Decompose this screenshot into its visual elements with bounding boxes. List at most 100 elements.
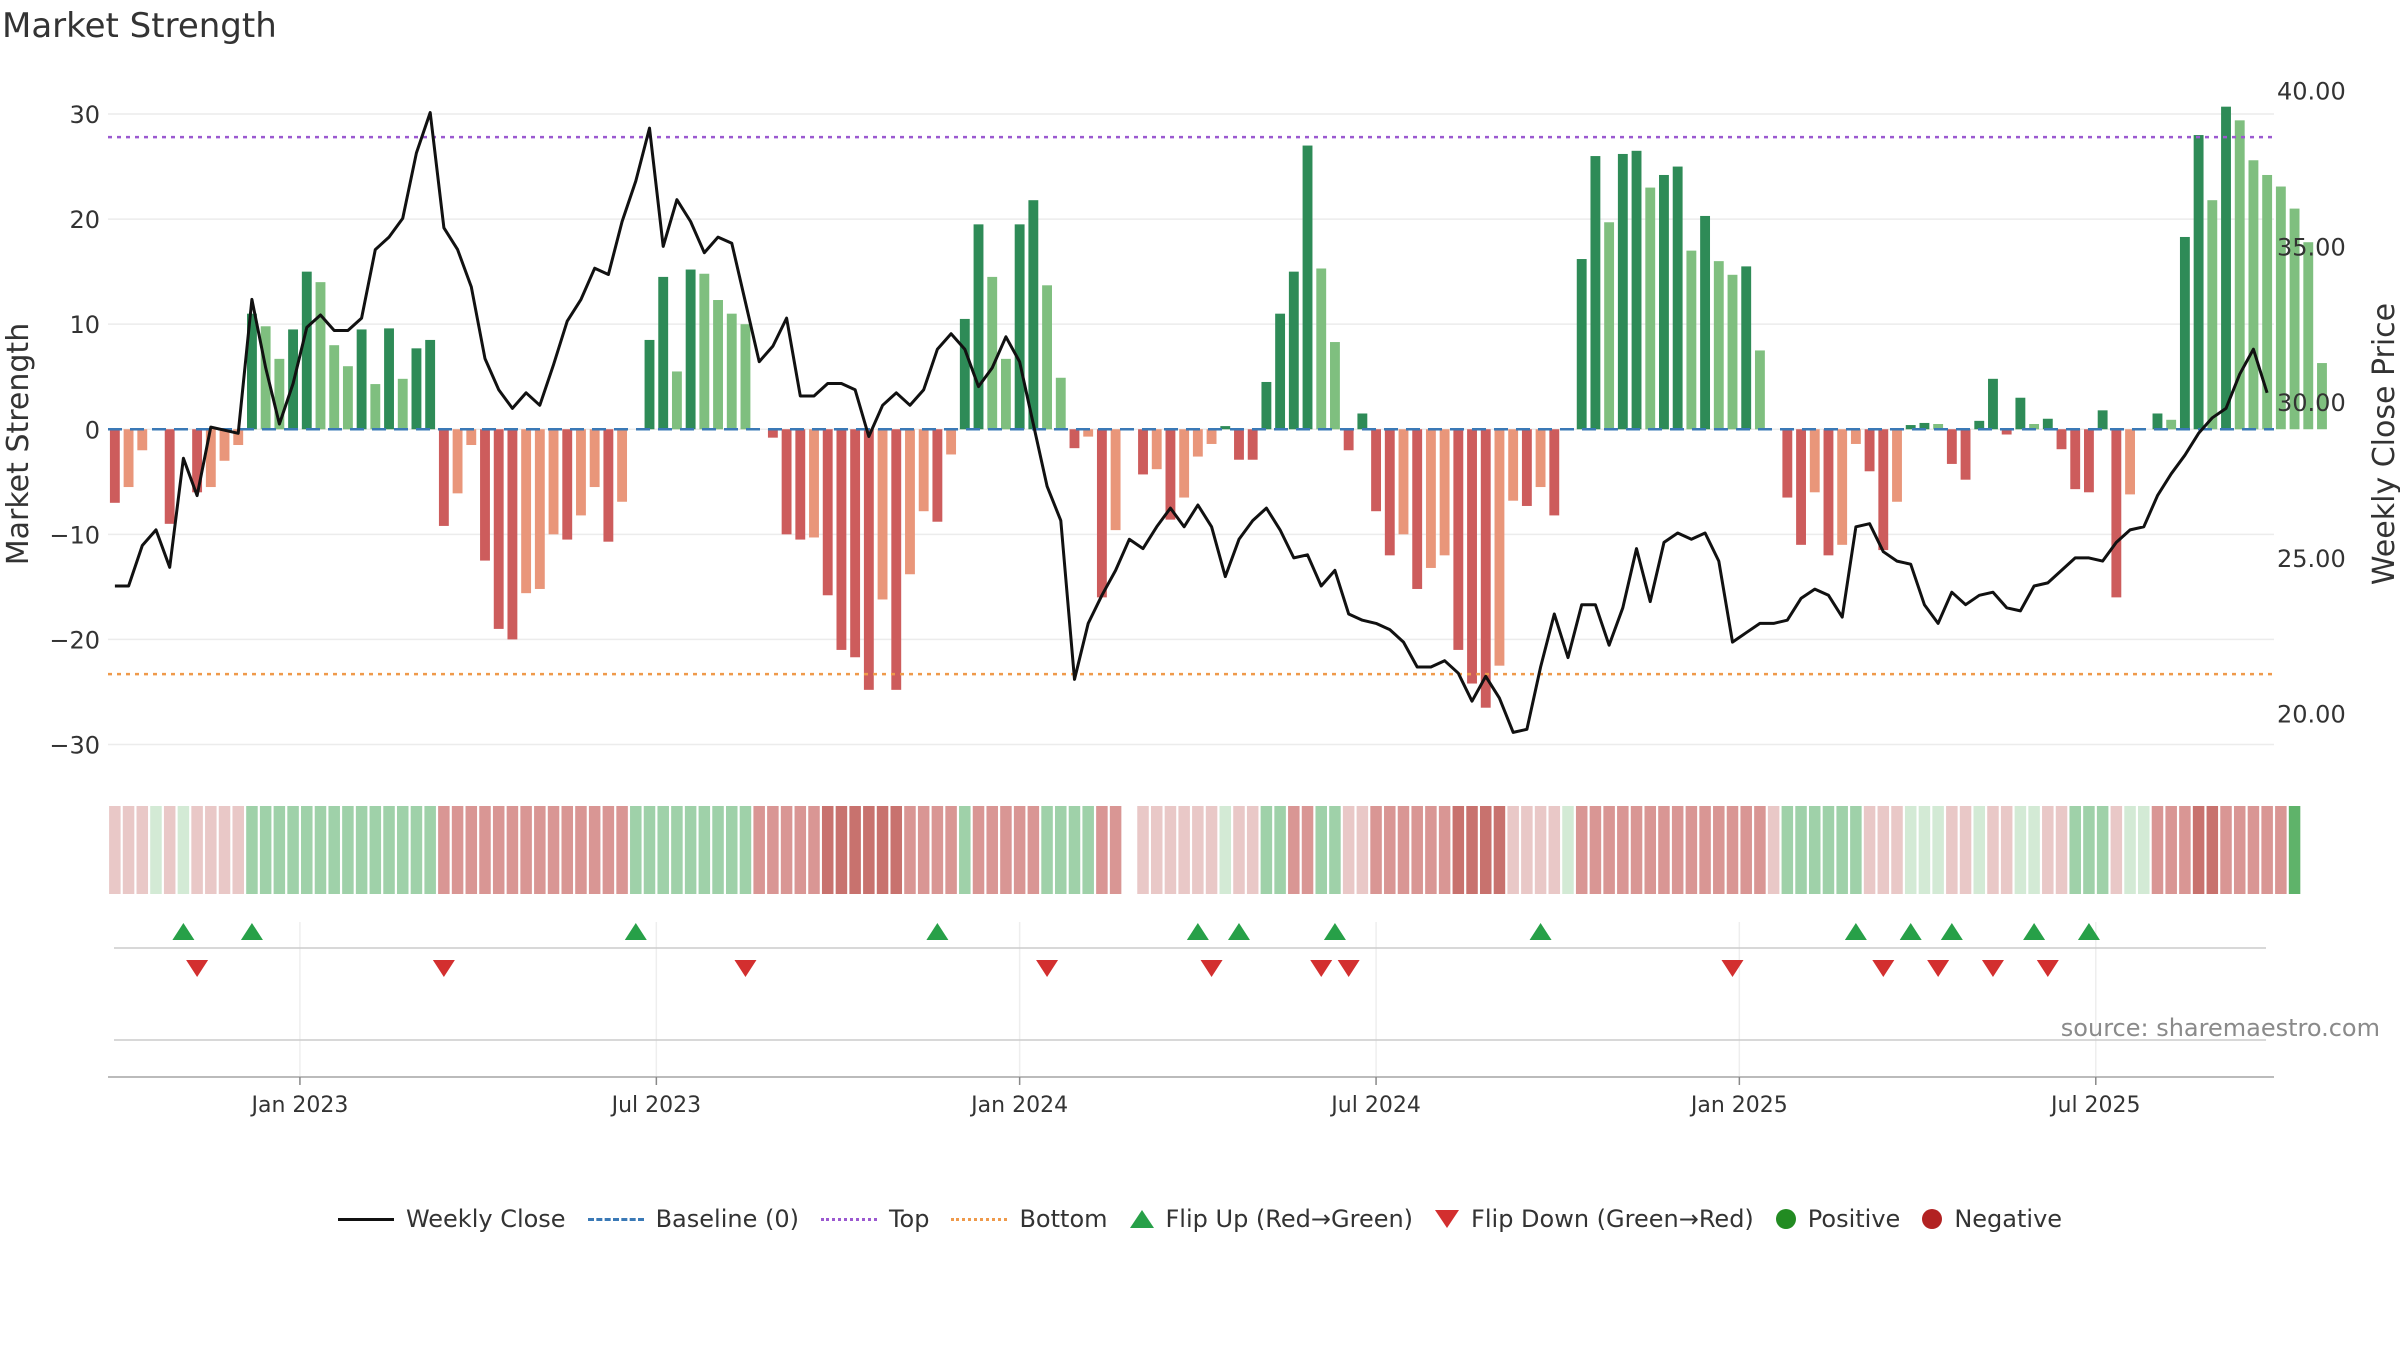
strength-bar [877, 429, 888, 600]
heat-cell [725, 806, 738, 894]
strength-bar [233, 429, 244, 446]
heat-cell [2124, 806, 2136, 894]
strength-bars [109, 106, 2327, 708]
heat-cell [1274, 806, 1286, 894]
source-label: source: sharemaestro.com [2060, 1014, 2380, 1042]
legend-bottom-label: Bottom [1019, 1205, 1108, 1233]
heat-cell [2028, 806, 2040, 894]
heat-cell [1109, 806, 1122, 894]
strength-bar [274, 358, 285, 430]
heat-cell [163, 806, 176, 894]
heat-cell [1178, 806, 1190, 894]
flip-up-marker [1529, 923, 1552, 940]
y2-tick-label: 20.00 [2277, 701, 2346, 729]
flip-up-marker [1844, 923, 1867, 940]
strength-bar [589, 429, 600, 488]
strength-bar [1617, 153, 1628, 430]
strength-bar [822, 429, 833, 596]
strength-bar [2179, 236, 2190, 430]
flip-up-marker [926, 923, 949, 940]
heat-cell [1493, 806, 1506, 894]
heat-cell [945, 806, 957, 894]
heat-cell [2083, 806, 2095, 894]
legend-positive: Positive [1775, 1205, 1900, 1233]
legend-flip-down: Flip Down (Green→Red) [1435, 1205, 1754, 1233]
heat-cell [301, 806, 313, 894]
legend-top: Top [820, 1205, 929, 1233]
heat-cell [1384, 806, 1396, 894]
strength-bar [205, 429, 216, 488]
strength-bar [466, 429, 477, 446]
heat-cell [1932, 806, 1944, 894]
strength-bar [1905, 425, 1916, 430]
flip-down-marker [1927, 960, 1950, 977]
heat-cell [1946, 806, 1958, 894]
legend-flip-up: Flip Up (Red→Green) [1129, 1205, 1413, 1233]
heat-cell [2288, 806, 2301, 894]
strength-bar [1096, 429, 1107, 598]
chart-title: Market Strength [2, 6, 277, 46]
heat-cell [2261, 806, 2273, 894]
heat-cell [259, 806, 272, 894]
strength-bar [1480, 429, 1491, 708]
strength-bar [1700, 215, 1711, 430]
strength-bar [863, 429, 874, 690]
heat-cell [671, 806, 683, 894]
heat-cell [616, 806, 628, 894]
heat-cell [1288, 806, 1300, 894]
strength-bar [1576, 259, 1587, 430]
heat-cell [986, 806, 998, 894]
heat-cell [1000, 806, 1012, 894]
y2-tick-label: 40.00 [2277, 78, 2346, 106]
strength-bar [2015, 397, 2026, 430]
strength-bar [1398, 429, 1409, 535]
heat-cell [1877, 806, 1890, 894]
heat-cell [1959, 806, 1972, 894]
heat-cell [1781, 806, 1794, 894]
flip-up-marker [1899, 923, 1922, 940]
legend-bottom: Bottom [951, 1205, 1108, 1233]
heat-cell [506, 806, 519, 894]
heat-cell [191, 806, 203, 894]
strength-bar [932, 429, 943, 522]
strength-bar [1412, 429, 1423, 589]
strength-bar [1864, 429, 1875, 472]
strength-bar [1069, 429, 1080, 449]
strength-bar [356, 329, 367, 430]
strength-bar [1878, 429, 1889, 551]
strength-bar [534, 429, 545, 589]
heat-cell [1836, 806, 1848, 894]
heat-cell [232, 806, 244, 894]
strength-bar [1330, 342, 1340, 430]
legend-negative-label: Negative [1954, 1205, 2063, 1233]
heat-cell [1562, 806, 1574, 894]
strength-bar [699, 273, 710, 430]
strength-bar [219, 429, 230, 461]
strength-bar [2001, 429, 2012, 435]
strength-bar [1686, 250, 1697, 430]
strength-bar [1247, 429, 1258, 460]
strength-bar [521, 429, 532, 594]
strength-bar [1055, 377, 1066, 430]
y2-tick-label: 35.00 [2277, 233, 2346, 261]
strength-bar [2125, 429, 2135, 495]
flip-down-marker [1200, 960, 1223, 977]
strength-bar [1302, 145, 1313, 430]
strength-bar [726, 313, 737, 430]
heat-cell [2042, 806, 2054, 894]
heat-cell [1013, 806, 1026, 894]
heat-cell [643, 806, 656, 894]
heat-cell [698, 806, 711, 894]
flip-down-icon [1435, 1210, 1460, 1228]
strength-bar [1508, 429, 1519, 501]
heat-cell [424, 806, 436, 894]
strength-bar [1220, 426, 1231, 430]
heat-cell [1219, 806, 1232, 894]
heat-cell [479, 806, 491, 894]
heat-cell [205, 806, 217, 894]
strength-bar [1796, 429, 1806, 545]
strength-bar [2042, 418, 2053, 430]
heat-cell [1438, 806, 1451, 894]
strength-bar [1165, 429, 1176, 520]
flip-up-marker [624, 923, 647, 940]
